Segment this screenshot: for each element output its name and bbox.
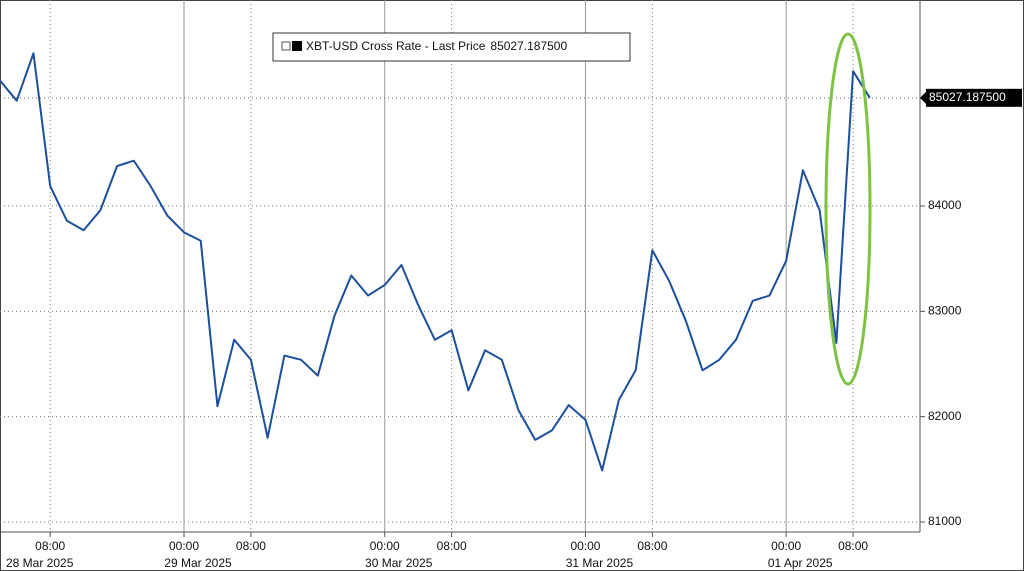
- highlight-ellipse: [824, 32, 872, 386]
- y-tick-label: 84000: [928, 198, 962, 212]
- grid: [0, 0, 920, 532]
- x-tick-label: 00:00: [370, 539, 400, 553]
- x-date-label: 01 Apr 2025: [768, 556, 833, 570]
- price-line: [0, 52, 871, 472]
- y-tick-label: 81000: [928, 514, 962, 528]
- last-price-tag-label: 85027.187500: [929, 90, 1006, 104]
- legend-last-price: 85027.187500: [490, 39, 567, 53]
- x-tick-label: 00:00: [771, 539, 801, 553]
- x-tick-label: 00:00: [169, 539, 199, 553]
- x-tick-label: 08:00: [236, 539, 266, 553]
- x-date-label: 28 Mar 2025: [6, 556, 74, 570]
- legend: XBT-USD Cross Rate - Last Price 85027.18…: [272, 32, 631, 62]
- legend-expander: [281, 41, 291, 51]
- legend-swatch: [292, 41, 302, 51]
- x-date-label: 30 Mar 2025: [365, 556, 433, 570]
- x-date-label: 31 Mar 2025: [566, 556, 634, 570]
- x-tick-label: 00:00: [570, 539, 600, 553]
- x-tick-label: 08:00: [35, 539, 65, 553]
- x-tick-label: 08:00: [437, 539, 467, 553]
- legend-box: [272, 32, 631, 62]
- x-date-label: 29 Mar 2025: [164, 556, 232, 570]
- last-price-tag: [926, 88, 1022, 107]
- legend-label: XBT-USD Cross Rate - Last Price: [306, 39, 486, 53]
- y-tick-label: 83000: [928, 304, 962, 318]
- last-price-pointer: [920, 91, 926, 104]
- plot: [0, 52, 871, 472]
- x-tick-label: 08:00: [637, 539, 667, 553]
- x-tick-label: 08:00: [838, 539, 868, 553]
- y-tick-label: 82000: [928, 409, 962, 423]
